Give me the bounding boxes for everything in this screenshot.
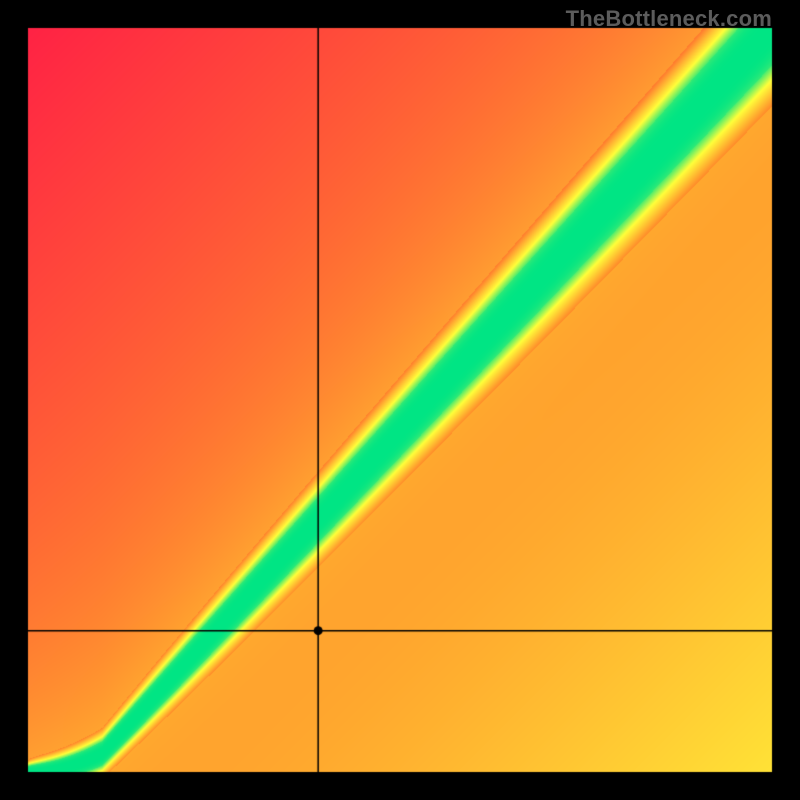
watermark-text: TheBottleneck.com <box>566 6 772 32</box>
bottleneck-heatmap <box>0 0 800 800</box>
